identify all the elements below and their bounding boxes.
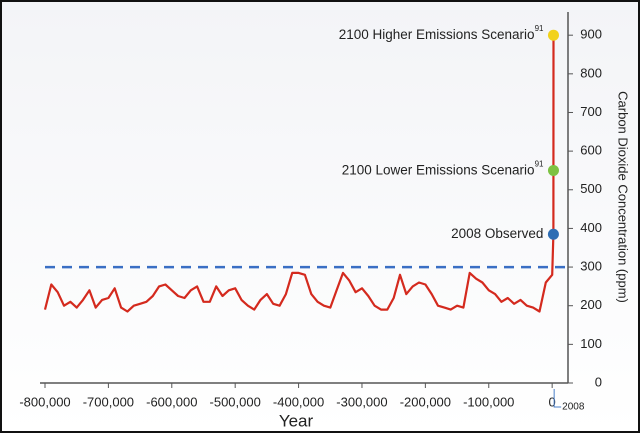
y-tick-label: 900 (580, 27, 602, 42)
point-label: 2100 Lower Emissions Scenario91 (342, 160, 544, 177)
x-tick-label: -100,000 (463, 394, 514, 409)
x-tick-label: -700,000 (83, 394, 134, 409)
y-tick-label: 600 (580, 143, 602, 158)
point-label-text: 2100 Lower Emissions Scenario (342, 162, 535, 177)
y-axis-label: Carbon Dioxide Concentration (ppm) (616, 91, 631, 303)
y-tick-label: 500 (580, 181, 602, 196)
x-tick-label: -800,000 (19, 394, 70, 409)
x-tick-label: -400,000 (273, 394, 324, 409)
point-label-text: 2008 Observed (451, 226, 543, 241)
y-tick-label: 0 (595, 374, 602, 389)
y-tick-label: 200 (580, 297, 602, 312)
x-tick-label: -600,000 (146, 394, 197, 409)
point-label-text: 2100 Higher Emissions Scenario (339, 27, 535, 42)
point (547, 29, 559, 41)
point (547, 228, 559, 240)
data-line (43, 35, 555, 313)
annotation: 2008 (562, 402, 585, 413)
point-label-sup: 91 (535, 160, 544, 169)
point-label-sup: 91 (535, 24, 544, 33)
x-tick-label: -500,000 (210, 394, 261, 409)
x-tick-label: -200,000 (400, 394, 451, 409)
y-tick-label: 100 (580, 336, 602, 351)
x-tick-label: 0 (549, 394, 556, 409)
y-tick-label: 800 (580, 65, 602, 80)
y-tick-label: 700 (580, 104, 602, 119)
point-label: 2008 Observed (451, 226, 543, 241)
annotation-arrow (553, 389, 562, 408)
x-tick-label: -300,000 (336, 394, 387, 409)
x-axis-label: Year (279, 411, 314, 430)
point (547, 164, 559, 176)
y-tick-label: 300 (580, 259, 602, 274)
y-tick-label: 400 (580, 220, 602, 235)
point-label: 2100 Higher Emissions Scenario91 (339, 24, 544, 41)
